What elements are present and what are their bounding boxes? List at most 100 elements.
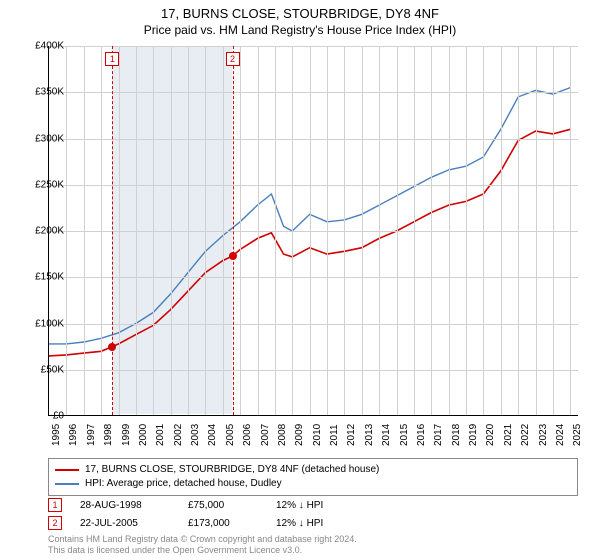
gridline-v [536, 46, 537, 415]
x-tick-label: 1996 [68, 424, 79, 446]
sale-row: 2 22-JUL-2005 £173,000 12% ↓ HPI [48, 514, 323, 532]
x-tick-label: 2019 [468, 424, 479, 446]
x-tick-label: 1999 [121, 424, 132, 446]
gridline-h [49, 92, 578, 93]
x-tick-label: 2004 [207, 424, 218, 446]
gridline-v [431, 46, 432, 415]
x-tick-label: 2020 [485, 424, 496, 446]
y-tick-label: £300K [20, 133, 64, 144]
footer: Contains HM Land Registry data © Crown c… [48, 534, 357, 556]
sale-marker-line [112, 46, 113, 415]
y-tick-label: £100K [20, 318, 64, 329]
x-tick-label: 2014 [381, 424, 392, 446]
x-tick-label: 2018 [451, 424, 462, 446]
chart-container: 17, BURNS CLOSE, STOURBRIDGE, DY8 4NF Pr… [0, 0, 600, 560]
sales-table: 1 28-AUG-1998 £75,000 12% ↓ HPI 2 22-JUL… [48, 496, 323, 532]
title-main: 17, BURNS CLOSE, STOURBRIDGE, DY8 4NF [0, 6, 600, 21]
gridline-v [553, 46, 554, 415]
x-tick-label: 2022 [520, 424, 531, 446]
gridline-h [49, 231, 578, 232]
sale-row: 1 28-AUG-1998 £75,000 12% ↓ HPI [48, 496, 323, 514]
titles: 17, BURNS CLOSE, STOURBRIDGE, DY8 4NF Pr… [0, 0, 600, 37]
x-tick-label: 2023 [538, 424, 549, 446]
gridline-v [84, 46, 85, 415]
gridline-v [466, 46, 467, 415]
legend-label: 17, BURNS CLOSE, STOURBRIDGE, DY8 4NF (d… [85, 463, 379, 477]
y-tick-label: £250K [20, 179, 64, 190]
gridline-h [49, 46, 578, 47]
x-tick-label: 2012 [346, 424, 357, 446]
legend: 17, BURNS CLOSE, STOURBRIDGE, DY8 4NF (d… [48, 458, 578, 496]
y-tick-label: £150K [20, 272, 64, 283]
y-tick-label: £200K [20, 226, 64, 237]
y-tick-label: £400K [20, 41, 64, 52]
x-tick-label: 2016 [416, 424, 427, 446]
sale-date: 22-JUL-2005 [80, 518, 170, 529]
gridline-v [292, 46, 293, 415]
x-tick-label: 1995 [51, 424, 62, 446]
sale-price: £173,000 [188, 518, 258, 529]
gridline-v [119, 46, 120, 415]
x-tick-label: 2002 [173, 424, 184, 446]
y-tick-label: £50K [20, 364, 64, 375]
gridline-v [397, 46, 398, 415]
x-tick-label: 2005 [225, 424, 236, 446]
gridline-h [49, 277, 578, 278]
gridline-v [136, 46, 137, 415]
gridline-v [344, 46, 345, 415]
gridline-v [414, 46, 415, 415]
sale-flag-marker: 2 [226, 52, 240, 66]
x-tick-label: 2025 [572, 424, 583, 446]
x-tick-label: 2001 [155, 424, 166, 446]
gridline-v [258, 46, 259, 415]
x-tick-label: 2010 [312, 424, 323, 446]
x-tick-label: 2024 [555, 424, 566, 446]
plot-area: 12 [48, 46, 578, 416]
x-tick-label: 2006 [242, 424, 253, 446]
sale-flag-marker: 1 [105, 52, 119, 66]
price-marker [229, 252, 237, 260]
sale-delta: 12% ↓ HPI [276, 500, 323, 511]
x-tick-label: 2007 [260, 424, 271, 446]
sale-price: £75,000 [188, 500, 258, 511]
price-marker [108, 343, 116, 351]
gridline-v [362, 46, 363, 415]
gridline-v [66, 46, 67, 415]
gridline-v [101, 46, 102, 415]
legend-swatch [55, 469, 79, 471]
x-tick-label: 2003 [190, 424, 201, 446]
x-tick-label: 1998 [103, 424, 114, 446]
x-tick-label: 2021 [503, 424, 514, 446]
sale-delta: 12% ↓ HPI [276, 518, 323, 529]
gridline-v [518, 46, 519, 415]
y-tick-label: £0 [20, 411, 64, 422]
gridline-v [153, 46, 154, 415]
footer-line: This data is licensed under the Open Gov… [48, 545, 357, 556]
gridline-v [275, 46, 276, 415]
legend-item: 17, BURNS CLOSE, STOURBRIDGE, DY8 4NF (d… [55, 463, 571, 477]
sale-flag: 2 [48, 516, 62, 530]
gridline-h [49, 185, 578, 186]
x-tick-label: 2017 [433, 424, 444, 446]
x-tick-label: 2000 [138, 424, 149, 446]
x-tick-label: 2008 [277, 424, 288, 446]
chart-area: 12 [48, 46, 578, 416]
title-sub: Price paid vs. HM Land Registry's House … [0, 23, 600, 37]
gridline-v [188, 46, 189, 415]
gridline-v [379, 46, 380, 415]
x-tick-label: 2009 [294, 424, 305, 446]
gridline-v [223, 46, 224, 415]
gridline-h [49, 370, 578, 371]
sale-flag: 1 [48, 498, 62, 512]
sale-date: 28-AUG-1998 [80, 500, 170, 511]
gridline-h [49, 324, 578, 325]
gridline-v [310, 46, 311, 415]
legend-item: HPI: Average price, detached house, Dudl… [55, 477, 571, 491]
sale-marker-line [233, 46, 234, 415]
x-tick-label: 2011 [329, 424, 340, 446]
footer-line: Contains HM Land Registry data © Crown c… [48, 534, 357, 545]
y-tick-label: £350K [20, 87, 64, 98]
gridline-v [205, 46, 206, 415]
gridline-v [449, 46, 450, 415]
legend-swatch [55, 483, 79, 485]
